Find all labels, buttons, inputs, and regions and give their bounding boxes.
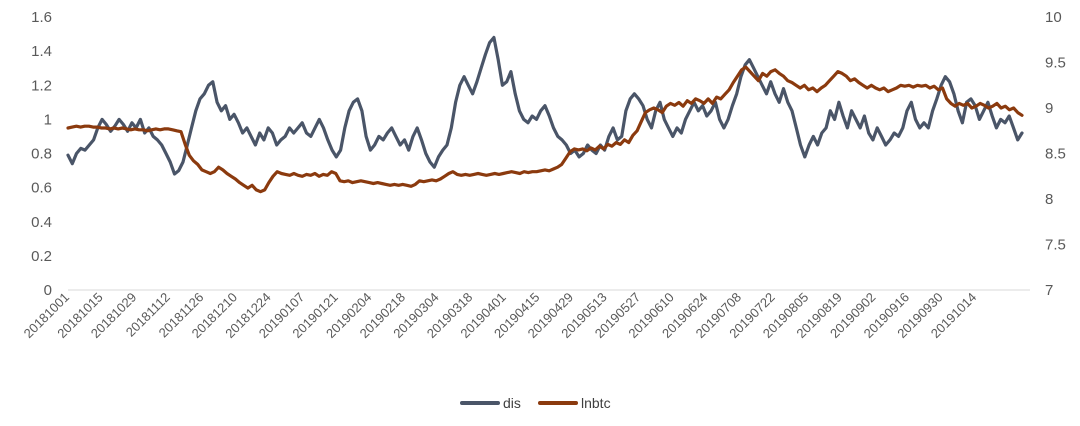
y-left-tick-label: 1.6 (31, 9, 52, 26)
legend-label-dis: dis (503, 395, 521, 411)
y-left-tick-label: 0.8 (31, 146, 52, 163)
y-left-tick-label: 0.4 (31, 214, 52, 231)
y-left-tick-label: 0.2 (31, 248, 52, 265)
series-layer (66, 35, 1024, 194)
series-line-dis (66, 35, 1024, 176)
y-left-tick-label: 1.2 (31, 77, 52, 94)
y-left-tick-label: 1 (44, 111, 52, 128)
legend: dis lnbtc (460, 395, 611, 411)
y-axis-left: 0 0.2 0.4 0.6 0.8 1 1.2 1.4 1.6 (31, 9, 52, 299)
y-left-tick-label: 0 (44, 282, 52, 299)
series-line-lnbtc (66, 65, 1024, 194)
y-axis-right: 7 7.5 8 8.5 9 9.5 10 (1045, 9, 1066, 299)
y-right-tick-label: 10 (1045, 9, 1062, 26)
y-left-tick-label: 0.6 (31, 180, 52, 197)
y-right-tick-label: 7 (1045, 282, 1053, 299)
y-right-tick-label: 7.5 (1045, 237, 1066, 254)
y-left-tick-label: 1.4 (31, 43, 52, 60)
x-axis: 2018100120181015201810292018111220181126… (21, 290, 980, 342)
y-right-tick-label: 8.5 (1045, 146, 1066, 163)
y-right-tick-label: 9.5 (1045, 55, 1066, 72)
y-right-tick-label: 8 (1045, 191, 1053, 208)
y-right-tick-label: 9 (1045, 100, 1053, 117)
legend-label-lnbtc: lnbtc (581, 395, 611, 411)
